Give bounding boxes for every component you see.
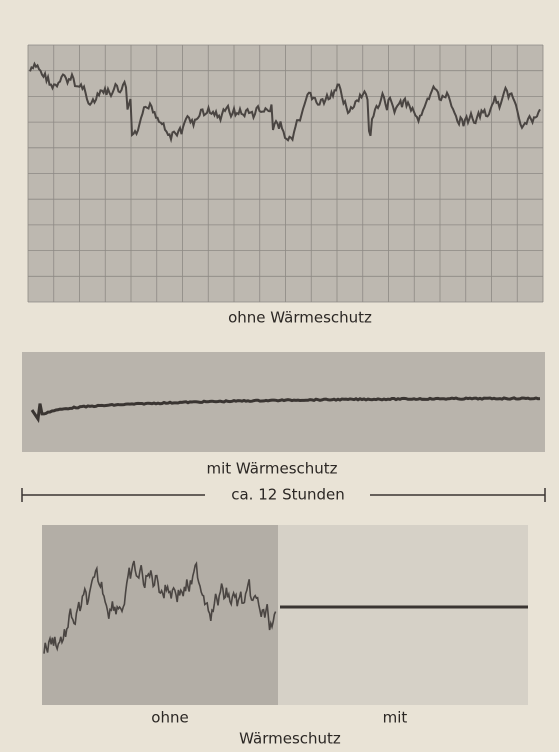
grid <box>28 45 543 302</box>
caption: mit Wärmeschutz <box>206 460 337 478</box>
panel-bottom-left <box>42 525 278 705</box>
label: mit <box>383 709 408 727</box>
figure: ohne Wärmeschutz mit Wärmeschutz ca. 12 … <box>0 0 559 748</box>
timescale-label: ca. 12 Stunden <box>231 486 345 504</box>
panel-bottom-right <box>278 525 528 705</box>
caption: Wärmeschutz <box>239 730 341 748</box>
page: ohne Wärmeschutz mit Wärmeschutz ca. 12 … <box>0 0 559 748</box>
caption: ohne Wärmeschutz <box>228 309 372 327</box>
panel-middle <box>22 352 545 452</box>
label: ohne <box>151 709 188 727</box>
